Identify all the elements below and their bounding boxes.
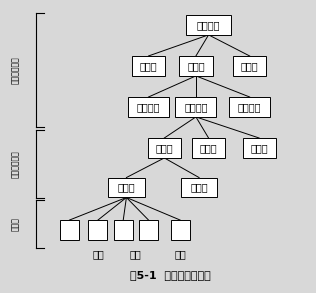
Text: 端用户: 端用户 bbox=[11, 217, 20, 231]
FancyBboxPatch shape bbox=[88, 220, 107, 240]
FancyBboxPatch shape bbox=[181, 178, 217, 197]
FancyBboxPatch shape bbox=[139, 220, 158, 240]
Text: 用户: 用户 bbox=[130, 250, 142, 260]
Text: 县中心: 县中心 bbox=[200, 143, 217, 153]
FancyBboxPatch shape bbox=[132, 56, 165, 76]
FancyBboxPatch shape bbox=[186, 15, 231, 35]
Text: 地区中心: 地区中心 bbox=[137, 102, 160, 112]
FancyBboxPatch shape bbox=[179, 56, 212, 76]
Text: 地区中心: 地区中心 bbox=[184, 102, 208, 112]
FancyBboxPatch shape bbox=[175, 97, 216, 117]
Text: 本地交换中心: 本地交换中心 bbox=[11, 150, 20, 178]
FancyBboxPatch shape bbox=[108, 178, 144, 197]
Text: 省中心: 省中心 bbox=[140, 61, 157, 71]
Text: 县中心: 县中心 bbox=[250, 143, 268, 153]
FancyBboxPatch shape bbox=[114, 220, 133, 240]
FancyBboxPatch shape bbox=[60, 220, 79, 240]
Text: 用户: 用户 bbox=[92, 250, 104, 260]
Text: 长途交换中心: 长途交换中心 bbox=[11, 57, 20, 84]
FancyBboxPatch shape bbox=[148, 138, 181, 158]
Text: 县中心: 县中心 bbox=[155, 143, 173, 153]
FancyBboxPatch shape bbox=[243, 138, 276, 158]
FancyBboxPatch shape bbox=[192, 138, 225, 158]
FancyBboxPatch shape bbox=[171, 220, 190, 240]
Text: 用户: 用户 bbox=[174, 250, 186, 260]
Text: 市话局: 市话局 bbox=[190, 183, 208, 193]
Text: 地区中心: 地区中心 bbox=[238, 102, 261, 112]
FancyBboxPatch shape bbox=[233, 56, 266, 76]
Text: 市话局: 市话局 bbox=[118, 183, 135, 193]
Text: 省中心: 省中心 bbox=[187, 61, 205, 71]
Text: 大区中心: 大区中心 bbox=[197, 20, 220, 30]
FancyBboxPatch shape bbox=[229, 97, 270, 117]
Text: 省中心: 省中心 bbox=[241, 61, 258, 71]
FancyBboxPatch shape bbox=[128, 97, 169, 117]
Text: 图5-1  电话网络示意图: 图5-1 电话网络示意图 bbox=[130, 270, 211, 280]
